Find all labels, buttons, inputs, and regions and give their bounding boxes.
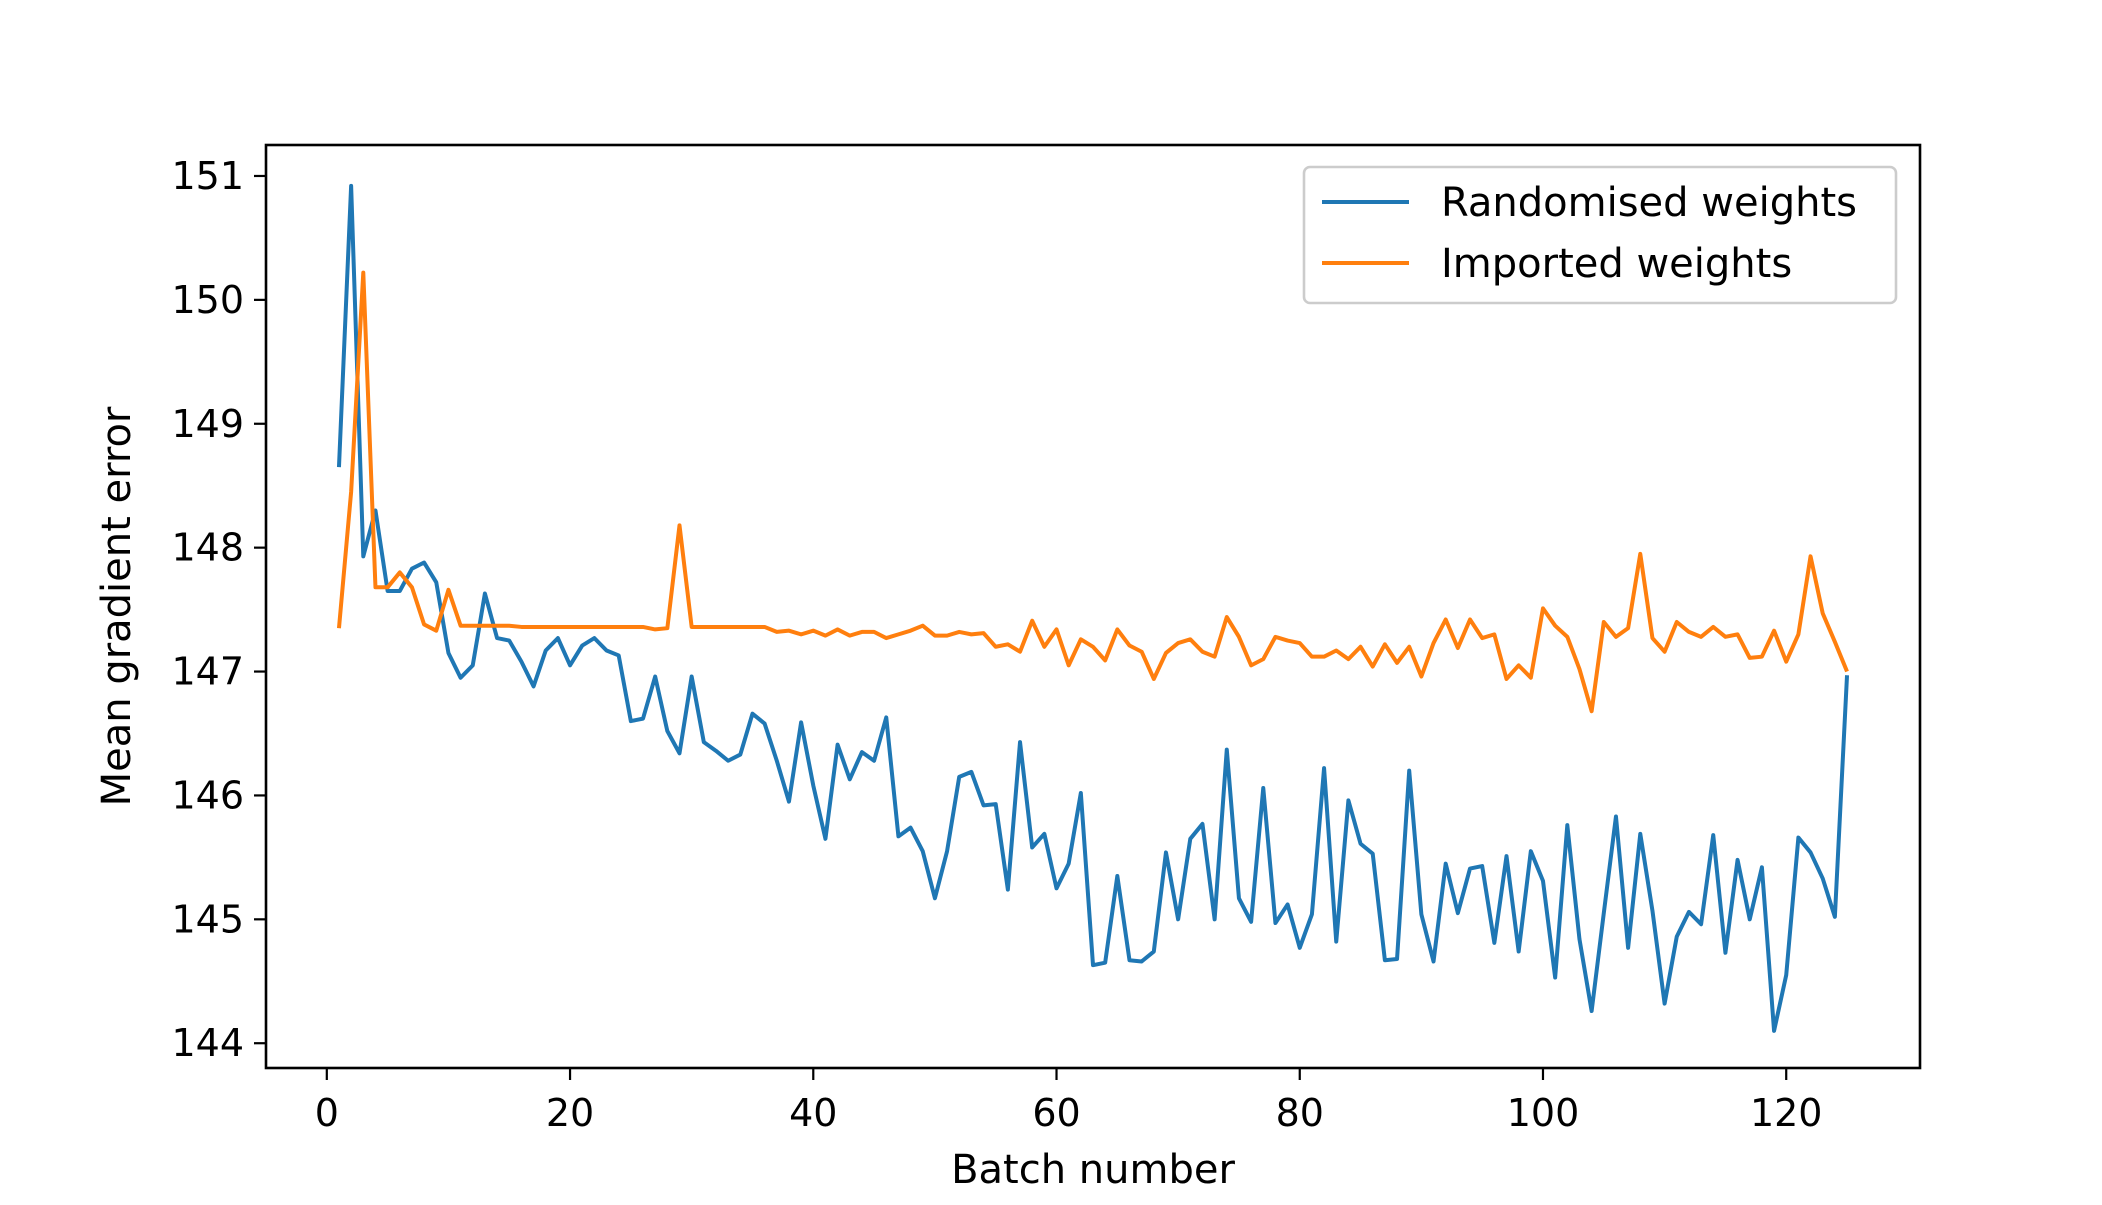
x-tick-label: 120 [1750,1091,1823,1135]
y-tick-label: 149 [171,402,244,446]
legend-box [1302,165,1898,305]
legend-entry-randomised: Randomised weights [1441,180,1857,226]
y-tick-label: 145 [171,897,244,941]
legend: Randomised weights Imported weights [1302,165,1898,305]
x-tick-label: 0 [315,1091,339,1135]
legend-entry-imported: Imported weights [1441,241,1792,287]
y-tick-label: 148 [171,526,244,570]
y-tick-label: 146 [171,773,244,817]
x-tick-label: 100 [1507,1091,1580,1135]
y-axis-ticks: 144 145 146 147 148 149 150 151 [171,154,266,1065]
x-axis-ticks: 0 20 40 60 80 100 120 [315,1068,1823,1135]
x-tick-label: 20 [546,1091,594,1135]
x-tick-label: 80 [1276,1091,1324,1135]
y-tick-label: 151 [171,154,244,198]
x-tick-label: 40 [789,1091,837,1135]
y-axis-label: Mean gradient error [94,406,140,806]
x-axis-label: Batch number [951,1147,1235,1193]
y-tick-label: 147 [171,650,244,694]
x-tick-label: 60 [1032,1091,1080,1135]
series-line-0 [336,183,1850,1033]
y-tick-label: 150 [171,278,244,322]
series-layer [336,183,1850,1033]
plot-area-frame [264,143,1922,1070]
y-tick-label: 144 [171,1021,244,1065]
series-line-1 [336,270,1849,714]
